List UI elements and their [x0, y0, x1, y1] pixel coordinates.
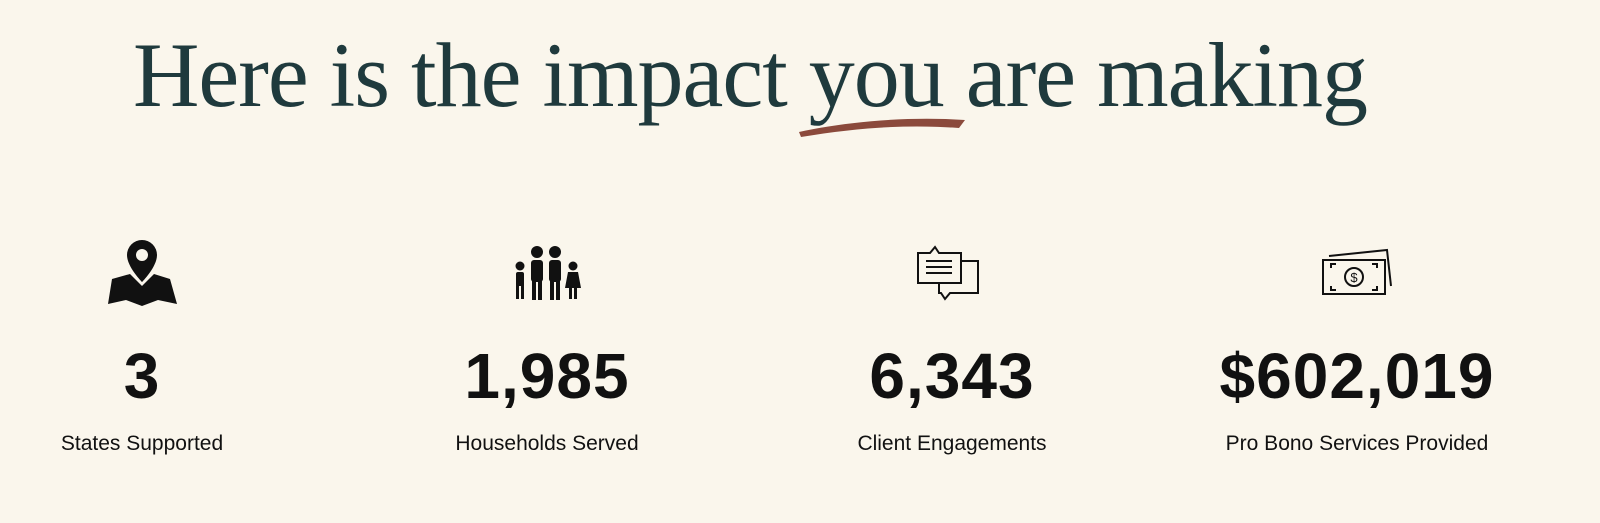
svg-text:$: $: [1350, 270, 1358, 285]
stat-value: 1,985: [464, 340, 630, 412]
stat-value: 6,343: [869, 340, 1035, 412]
stat: 3 States Supported: [0, 232, 332, 456]
stat-value: 3: [123, 340, 161, 412]
stat: $ $602,019 Pro Bono Services Provided: [1167, 232, 1547, 456]
chat-icon: [762, 232, 1142, 316]
brush-underline: [798, 118, 965, 137]
family-icon: [357, 232, 737, 316]
heading-text: are making: [965, 24, 1368, 126]
heading: Here is the impact you are making: [0, 22, 1500, 137]
money-icon: $: [1167, 232, 1547, 316]
stat-value: $602,019: [1219, 340, 1495, 412]
heading-highlight: you: [798, 22, 965, 137]
stat: 1,985 Households Served: [357, 232, 737, 456]
heading-highlight-text: you: [808, 24, 945, 126]
stat-label: Households Served: [455, 432, 639, 455]
stat-label: Client Engagements: [857, 432, 1047, 455]
stat: 6,343 Client Engagements: [762, 232, 1142, 456]
stat-label: States Supported: [60, 432, 224, 455]
heading-text: Here is the impact: [132, 24, 788, 126]
stat-label: Pro Bono Services Provided: [1225, 432, 1489, 455]
map-icon: [0, 232, 332, 316]
